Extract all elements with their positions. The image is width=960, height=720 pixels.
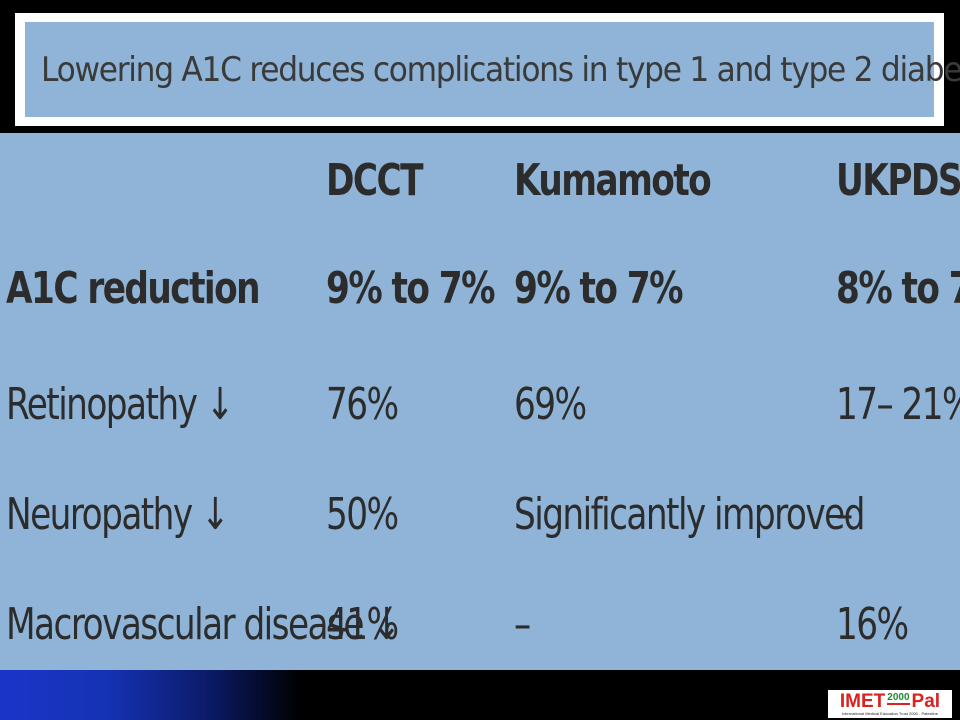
imet-logo: IMET 2000 Pal International Medical Educ… (828, 690, 952, 718)
cell-retinopathy-dcct: 76% (326, 379, 399, 430)
cell-macrovascular-kumamoto: – (514, 599, 531, 650)
cell-retinopathy-ukpds: 17– 21% (836, 379, 960, 430)
row-label-a1c-reduction: A1C reduction (6, 263, 261, 314)
cell-neuropathy-dcct: 50% (326, 489, 399, 540)
logo-wordmark: IMET 2000 Pal (840, 692, 940, 711)
down-arrow-icon: ↓ (200, 489, 230, 540)
row-label-retinopathy: Retinopathy ↓ (6, 379, 235, 430)
logo-subtitle: International Medical Education Trust 20… (842, 711, 938, 716)
logo-year-text: 2000 (887, 692, 910, 705)
cell-neuropathy-ukpds: – (836, 489, 853, 540)
cell-retinopathy-kumamoto: 69% (514, 379, 587, 430)
cell-a1c-dcct: 9% to 7% (326, 263, 496, 314)
column-header-dcct: DCCT (326, 155, 424, 206)
title-box: Lowering A1C reduces complications in ty… (25, 22, 960, 117)
row-label-text: Neuropathy (6, 489, 193, 540)
cell-a1c-kumamoto: 9% to 7% (514, 263, 684, 314)
slide-title: Lowering A1C reduces complications in ty… (41, 49, 960, 90)
row-label-macrovascular: Macrovascular disease ↓ (6, 599, 401, 650)
cell-macrovascular-ukpds: 16% (836, 599, 909, 650)
footer-accent (0, 670, 300, 720)
row-label-neuropathy: Neuropathy ↓ (6, 489, 230, 540)
row-label-text: Macrovascular disease (6, 599, 364, 650)
cell-neuropathy-kumamoto: Significantly improved (514, 489, 865, 540)
down-arrow-icon: ↓ (372, 599, 401, 650)
cell-a1c-ukpds: 8% to 7% (836, 263, 960, 314)
down-arrow-icon: ↓ (205, 379, 235, 430)
comparison-table: DCCT Kumamoto UKPDS A1C reduction 9% to … (0, 133, 960, 670)
column-header-kumamoto: Kumamoto (514, 155, 712, 206)
column-header-ukpds: UKPDS (836, 155, 960, 206)
row-label-text: Retinopathy (6, 379, 198, 430)
logo-imet-text: IMET (839, 691, 886, 712)
title-frame: Lowering A1C reduces complications in ty… (15, 13, 960, 126)
cell-macrovascular-dcct: 41% (326, 599, 399, 650)
logo-pal-text: Pal (911, 691, 941, 712)
